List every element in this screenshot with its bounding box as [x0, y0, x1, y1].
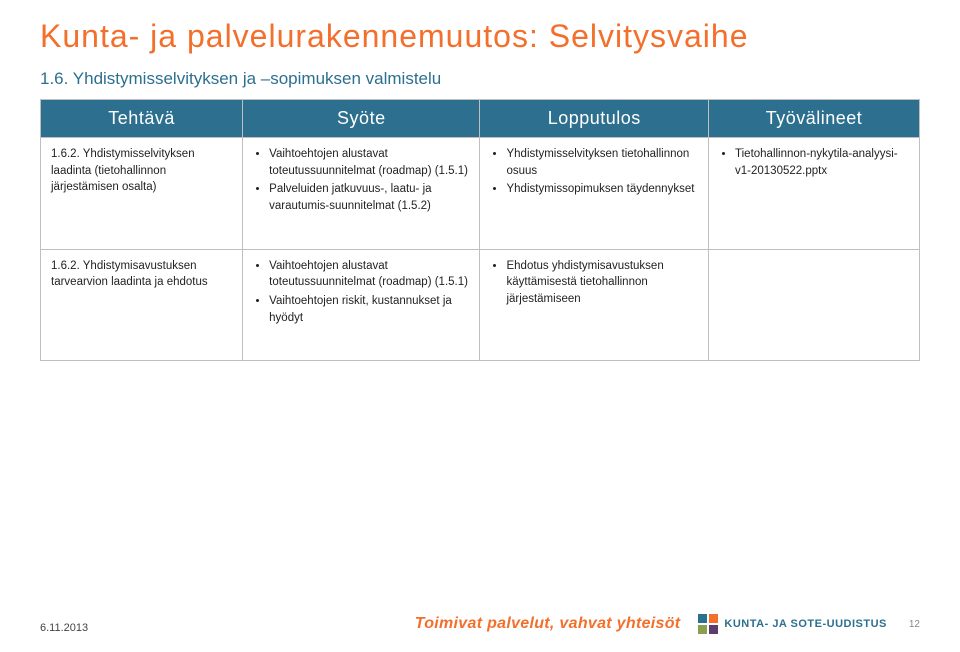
page-title: Kunta- ja palvelurakennemuutos: Selvitys… [40, 18, 920, 55]
col-output: Lopputulos [480, 100, 709, 138]
slide-footer: 6.11.2013 Toimivat palvelut, vahvat yhte… [40, 614, 920, 634]
task-table: Tehtävä Syöte Lopputulos Työvälineet 1.6… [40, 99, 920, 361]
list-item: Vaihtoehtojen riskit, kustannukset ja hy… [269, 293, 469, 326]
cell-input: Vaihtoehtojen alustavat toteutussuunnite… [243, 249, 480, 361]
cell-output: Ehdotus yhdistymisavustuksen käyttämises… [480, 249, 709, 361]
slide-page: Kunta- ja palvelurakennemuutos: Selvitys… [0, 0, 960, 652]
cell-tools: Tietohallinnon-nykytila-analyysi-v1-2013… [709, 138, 920, 250]
col-tools: Työvälineet [709, 100, 920, 138]
table-header-row: Tehtävä Syöte Lopputulos Työvälineet [41, 100, 920, 138]
list-item: Vaihtoehtojen alustavat toteutussuunnite… [269, 258, 469, 291]
cell-task: 1.6.2. Yhdistymisavustuksen tarvearvion … [41, 249, 243, 361]
cell-task: 1.6.2. Yhdistymisselvityksen laadinta (t… [41, 138, 243, 250]
col-input: Syöte [243, 100, 480, 138]
page-subtitle: 1.6. Yhdistymisselvityksen ja –sopimukse… [40, 69, 920, 89]
list-item: Tietohallinnon-nykytila-analyysi-v1-2013… [735, 146, 909, 179]
list-item: Palveluiden jatkuvuus-, laatu- ja varaut… [269, 181, 469, 214]
cell-tools [709, 249, 920, 361]
footer-date: 6.11.2013 [40, 622, 88, 634]
table-row: 1.6.2. Yhdistymisselvityksen laadinta (t… [41, 138, 920, 250]
footer-logo-text: KUNTA- JA SOTE-UUDISTUS [724, 618, 886, 630]
cell-input: Vaihtoehtojen alustavat toteutussuunnite… [243, 138, 480, 250]
page-number: 12 [909, 619, 920, 630]
list-item: Ehdotus yhdistymisavustuksen käyttämises… [506, 258, 698, 308]
table-row: 1.6.2. Yhdistymisavustuksen tarvearvion … [41, 249, 920, 361]
footer-logo: KUNTA- JA SOTE-UUDISTUS [698, 614, 886, 634]
footer-slogan: Toimivat palvelut, vahvat yhteisöt [415, 615, 681, 633]
task-label: 1.6.2. Yhdistymisavustuksen tarvearvion … [51, 258, 232, 291]
footer-right: Toimivat palvelut, vahvat yhteisöt KUNTA… [415, 614, 920, 634]
list-item: Yhdistymissopimuksen täydennykset [506, 181, 698, 198]
task-label: 1.6.2. Yhdistymisselvityksen laadinta (t… [51, 146, 232, 196]
list-item: Vaihtoehtojen alustavat toteutussuunnite… [269, 146, 469, 179]
list-item: Yhdistymisselvityksen tietohallinnon osu… [506, 146, 698, 179]
col-task: Tehtävä [41, 100, 243, 138]
cell-output: Yhdistymisselvityksen tietohallinnon osu… [480, 138, 709, 250]
logo-mark-icon [698, 614, 718, 634]
